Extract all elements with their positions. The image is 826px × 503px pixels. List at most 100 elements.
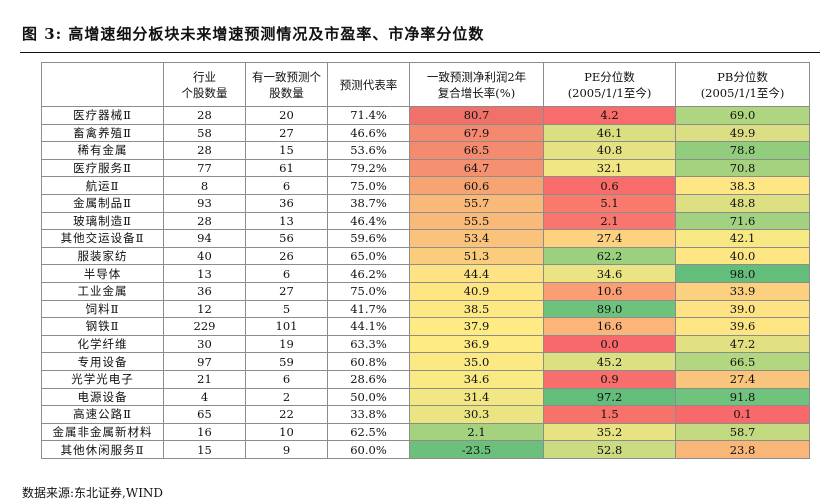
forecast-rate: 46.4% <box>327 211 410 231</box>
growth-value: 2.1 <box>409 422 544 442</box>
table-body: 医疗器械Ⅱ 28 20 71.4% 80.7 4.2 69.0 畜禽养殖Ⅱ 58 27 46.6% 6… <box>41 106 810 459</box>
header-line: (2005/1/1至今) <box>700 85 785 100</box>
table-row: 服装家纺 40 26 65.0% 51.3 62.2 40.0 <box>41 246 810 266</box>
stock-count: 28 <box>163 211 246 231</box>
forecast-rate: 50.0% <box>327 387 410 407</box>
industry-name: 化学纤维 <box>41 334 164 354</box>
pb-percentile: 48.8 <box>675 193 810 213</box>
pe-percentile: 10.6 <box>543 281 676 301</box>
header-row: 行业 个股数量 有一致预测个 股数量 预测代表率 一致预测净利润2年 复合增长率(%)… <box>41 62 810 107</box>
industry-name: 半导体 <box>41 264 164 283</box>
stock-count: 30 <box>163 334 246 354</box>
growth-value: 31.4 <box>409 387 544 407</box>
forecast-rate: 53.6% <box>327 141 410 160</box>
stock-count: 94 <box>163 229 246 248</box>
forecast-rate: 63.3% <box>327 334 410 354</box>
pe-percentile: 5.1 <box>543 193 676 213</box>
header-pe-percentile: PE分位数 (2005/1/1至今) <box>543 62 676 107</box>
industry-name: 电源设备 <box>41 387 164 407</box>
pb-percentile: 27.4 <box>675 369 810 389</box>
forecast-count: 5 <box>245 299 328 319</box>
header-forecast-count: 有一致预测个 股数量 <box>245 62 328 107</box>
industry-name: 医疗服务Ⅱ <box>41 158 164 178</box>
pb-percentile: 69.0 <box>675 106 810 125</box>
industry-name: 高速公路Ⅱ <box>41 405 164 424</box>
pe-percentile: 34.6 <box>543 264 676 283</box>
forecast-count: 56 <box>245 229 328 248</box>
stock-count: 97 <box>163 352 246 371</box>
pe-percentile: 62.2 <box>543 246 676 266</box>
industry-name: 医疗器械Ⅱ <box>41 106 164 125</box>
stock-count: 8 <box>163 176 246 195</box>
growth-value: 51.3 <box>409 246 544 266</box>
growth-value: 66.5 <box>409 141 544 160</box>
industry-table: 行业 个股数量 有一致预测个 股数量 预测代表率 一致预测净利润2年 复合增长率(%)… <box>41 62 810 459</box>
stock-count: 229 <box>163 317 246 336</box>
growth-value: 44.4 <box>409 264 544 283</box>
header-stock-count: 行业 个股数量 <box>163 62 246 107</box>
growth-value: 38.5 <box>409 299 544 319</box>
forecast-rate: 46.6% <box>327 123 410 143</box>
forecast-rate: 59.6% <box>327 229 410 248</box>
table-row: 其他交运设备Ⅱ 94 56 59.6% 53.4 27.4 42.1 <box>41 229 810 248</box>
forecast-count: 2 <box>245 387 328 407</box>
pb-percentile: 23.8 <box>675 440 810 459</box>
header-line: PE分位数 <box>584 69 635 84</box>
table-row: 稀有金属 28 15 53.6% 66.5 40.8 78.8 <box>41 141 810 160</box>
growth-value: 30.3 <box>409 405 544 424</box>
pe-percentile: 89.0 <box>543 299 676 319</box>
industry-name: 专用设备 <box>41 352 164 371</box>
header-line: 有一致预测个 <box>252 69 321 84</box>
table-row: 饲料Ⅱ 12 5 41.7% 38.5 89.0 39.0 <box>41 299 810 319</box>
header-forecast-rate: 预测代表率 <box>327 62 410 107</box>
stock-count: 65 <box>163 405 246 424</box>
table-row: 工业金属 36 27 75.0% 40.9 10.6 33.9 <box>41 281 810 301</box>
pb-percentile: 40.0 <box>675 246 810 266</box>
pe-percentile: 0.9 <box>543 369 676 389</box>
growth-value: 36.9 <box>409 334 544 354</box>
growth-value: 64.7 <box>409 158 544 178</box>
industry-name: 玻璃制造Ⅱ <box>41 211 164 231</box>
pe-percentile: 32.1 <box>543 158 676 178</box>
header-line: 复合增长率(%) <box>437 85 516 100</box>
figure-title: 图 3: 高增速细分板块未来增速预测情况及市盈率、市净率分位数 <box>22 25 485 43</box>
growth-value: 53.4 <box>409 229 544 248</box>
forecast-count: 61 <box>245 158 328 178</box>
forecast-count: 36 <box>245 193 328 213</box>
header-growth: 一致预测净利润2年 复合增长率(%) <box>409 62 544 107</box>
forecast-rate: 60.8% <box>327 352 410 371</box>
pe-percentile: 52.8 <box>543 440 676 459</box>
pb-percentile: 33.9 <box>675 281 810 301</box>
pb-percentile: 58.7 <box>675 422 810 442</box>
table-row: 航运Ⅱ 8 6 75.0% 60.6 0.6 38.3 <box>41 176 810 195</box>
industry-name: 饲料Ⅱ <box>41 299 164 319</box>
forecast-count: 19 <box>245 334 328 354</box>
forecast-count: 6 <box>245 264 328 283</box>
forecast-count: 59 <box>245 352 328 371</box>
pb-percentile: 91.8 <box>675 387 810 407</box>
table-row: 其他休闲服务Ⅱ 15 9 60.0% -23.5 52.8 23.8 <box>41 440 810 459</box>
stock-count: 93 <box>163 193 246 213</box>
stock-count: 15 <box>163 440 246 459</box>
pb-percentile: 39.6 <box>675 317 810 336</box>
pb-percentile: 71.6 <box>675 211 810 231</box>
forecast-count: 22 <box>245 405 328 424</box>
forecast-count: 13 <box>245 211 328 231</box>
pe-percentile: 1.5 <box>543 405 676 424</box>
pb-percentile: 0.1 <box>675 405 810 424</box>
stock-count: 13 <box>163 264 246 283</box>
growth-value: 60.6 <box>409 176 544 195</box>
forecast-count: 15 <box>245 141 328 160</box>
industry-name: 工业金属 <box>41 281 164 301</box>
table-row: 医疗器械Ⅱ 28 20 71.4% 80.7 4.2 69.0 <box>41 106 810 125</box>
growth-value: 67.9 <box>409 123 544 143</box>
table-row: 畜禽养殖Ⅱ 58 27 46.6% 67.9 46.1 49.9 <box>41 123 810 143</box>
header-line: 行业 <box>193 69 216 84</box>
header-line: 一致预测净利润2年 <box>426 69 527 84</box>
pe-percentile: 40.8 <box>543 141 676 160</box>
growth-value: 34.6 <box>409 369 544 389</box>
pb-percentile: 70.8 <box>675 158 810 178</box>
forecast-count: 27 <box>245 123 328 143</box>
header-line: (2005/1/1至今) <box>567 85 652 100</box>
table-row: 钢铁Ⅱ 229 101 44.1% 37.9 16.6 39.6 <box>41 317 810 336</box>
